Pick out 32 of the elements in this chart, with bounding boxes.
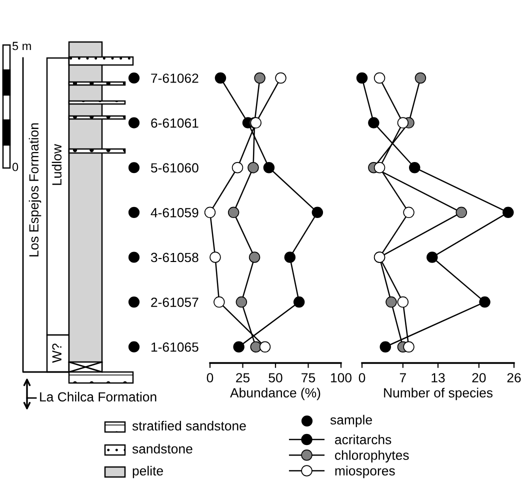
legend-label: miospores [335, 466, 395, 478]
x-tick-label: 25 [236, 373, 250, 382]
x-tick-label: 0 [358, 373, 366, 382]
y-tick-label: 5-61060 [151, 163, 198, 173]
text: Los Espejos Formation [28, 123, 42, 256]
x-tick-label: 100 [331, 373, 352, 382]
x-tick-label: 75 [302, 373, 316, 382]
text: 5 m [12, 42, 31, 50]
x-tick-label: 0 [206, 373, 214, 382]
x-tick-label: 7 [400, 373, 406, 382]
text: pelite [132, 466, 163, 478]
text: sample [330, 414, 372, 428]
y-tick-label: 2-61057 [151, 298, 198, 307]
x-tick-label: 50 [268, 373, 282, 382]
y-tick-label: 7-61062 [151, 74, 198, 83]
y-tick-label: 1-61065 [151, 342, 198, 352]
legend-label: chlorophytes [335, 450, 409, 462]
text: stratified sandstone [132, 420, 246, 431]
x-axis-title: Number of species [384, 388, 493, 400]
x-axis-title: Abundance (%) [230, 388, 320, 400]
text: La Chilca Formation [40, 392, 156, 402]
x-tick-label: 26 [507, 373, 521, 382]
text: W? [52, 344, 62, 363]
x-tick-label: 20 [472, 373, 486, 382]
legend-label: acritarchs [335, 434, 392, 444]
text: sandstone [132, 444, 192, 454]
text: 0 [12, 162, 18, 172]
y-tick-label: 3-61058 [150, 252, 198, 262]
y-tick-label: 4-61059 [150, 208, 198, 218]
text: Ludlow [52, 144, 62, 185]
y-tick-label: 6-61061 [151, 118, 198, 128]
x-tick-label: 13 [432, 373, 445, 382]
